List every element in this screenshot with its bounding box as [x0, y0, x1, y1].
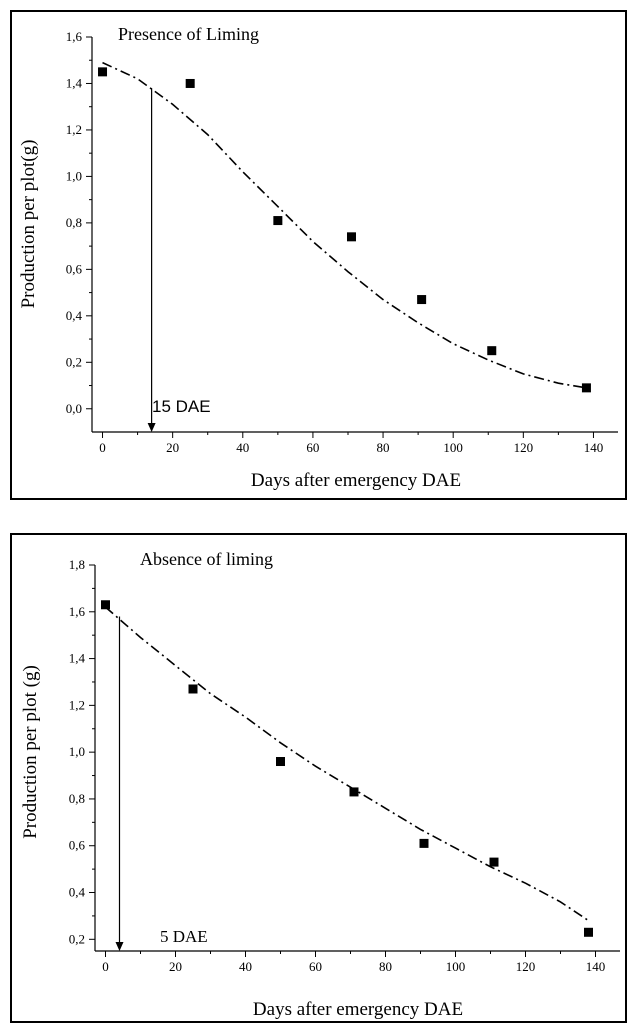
chart-absence-of-liming: Absence of liming Production per plot (g… — [20, 549, 620, 1020]
x-tick-label: 100 — [446, 959, 466, 974]
y-tick-label: 1,4 — [66, 75, 83, 90]
x-tick-label: 120 — [514, 440, 534, 455]
data-point — [185, 78, 195, 88]
y-tick-label: 1,2 — [69, 697, 85, 712]
fit-curve — [104, 606, 589, 922]
x-tick-label: 80 — [379, 959, 392, 974]
chart-panel-absence: Absence of liming Production per plot (g… — [10, 533, 627, 1023]
data-point — [489, 857, 499, 867]
y-tick-label: 1,4 — [69, 651, 86, 666]
data-point — [584, 927, 593, 937]
x-tick-label: 40 — [239, 959, 252, 974]
y-tick-label: 1,2 — [66, 122, 82, 137]
data-point — [419, 838, 429, 848]
data-point — [276, 757, 285, 767]
data-point — [101, 600, 110, 610]
y-tick-label: 0,4 — [69, 885, 86, 900]
data-point — [349, 787, 359, 797]
x-tick-label: 60 — [309, 959, 322, 974]
x-tick-label: 120 — [516, 959, 536, 974]
data-point — [273, 216, 283, 226]
x-tick-label: 60 — [306, 440, 319, 455]
x-tick-label: 100 — [443, 440, 463, 455]
arrow-head — [115, 942, 124, 951]
y-axis-label: Production per plot(g) — [18, 140, 39, 309]
chart-title: Absence of liming — [140, 549, 273, 569]
y-tick-label: 0,0 — [66, 401, 82, 416]
x-axis-label: Days after emergency DAE — [253, 999, 463, 1020]
y-tick-label: 1,8 — [69, 557, 85, 572]
x-axis-label: Days after emergency DAE — [251, 470, 461, 491]
annotation-label: 5 DAE — [160, 927, 208, 946]
data-point — [346, 232, 356, 242]
data-point — [417, 295, 427, 305]
data-point — [581, 383, 591, 393]
x-tick-label: 80 — [377, 440, 390, 455]
y-axis-label: Production per plot (g) — [20, 665, 41, 839]
chart-presence-of-liming: Presence of Liming Production per plot(g… — [18, 24, 618, 491]
y-tick-label: 0,6 — [69, 838, 86, 853]
x-tick-label: 20 — [169, 959, 182, 974]
data-point — [98, 67, 108, 77]
x-tick-label: 140 — [584, 440, 604, 455]
y-tick-label: 0,8 — [69, 791, 85, 806]
y-tick-label: 1,0 — [66, 168, 82, 183]
x-tick-label: 20 — [166, 440, 179, 455]
data-point — [188, 684, 198, 694]
x-tick-label: 140 — [586, 959, 606, 974]
annotation-label: 15 DAE — [152, 397, 211, 416]
y-tick-label: 1,6 — [69, 604, 86, 619]
y-tick-label: 0,4 — [66, 308, 83, 323]
chart-panel-presence: Presence of Liming Production per plot(g… — [10, 10, 627, 500]
fit-curve — [102, 61, 587, 389]
x-tick-label: 0 — [99, 440, 106, 455]
chart-title: Presence of Liming — [118, 24, 259, 44]
y-tick-label: 0,2 — [66, 354, 82, 369]
x-tick-label: 40 — [236, 440, 249, 455]
x-tick-label: 0 — [102, 959, 109, 974]
y-tick-label: 1,0 — [69, 744, 85, 759]
y-tick-label: 0,6 — [66, 261, 83, 276]
y-tick-label: 0,8 — [66, 215, 82, 230]
arrow-head — [147, 423, 156, 432]
data-point — [487, 346, 497, 356]
y-tick-label: 1,6 — [66, 29, 83, 44]
y-tick-label: 0,2 — [69, 931, 85, 946]
